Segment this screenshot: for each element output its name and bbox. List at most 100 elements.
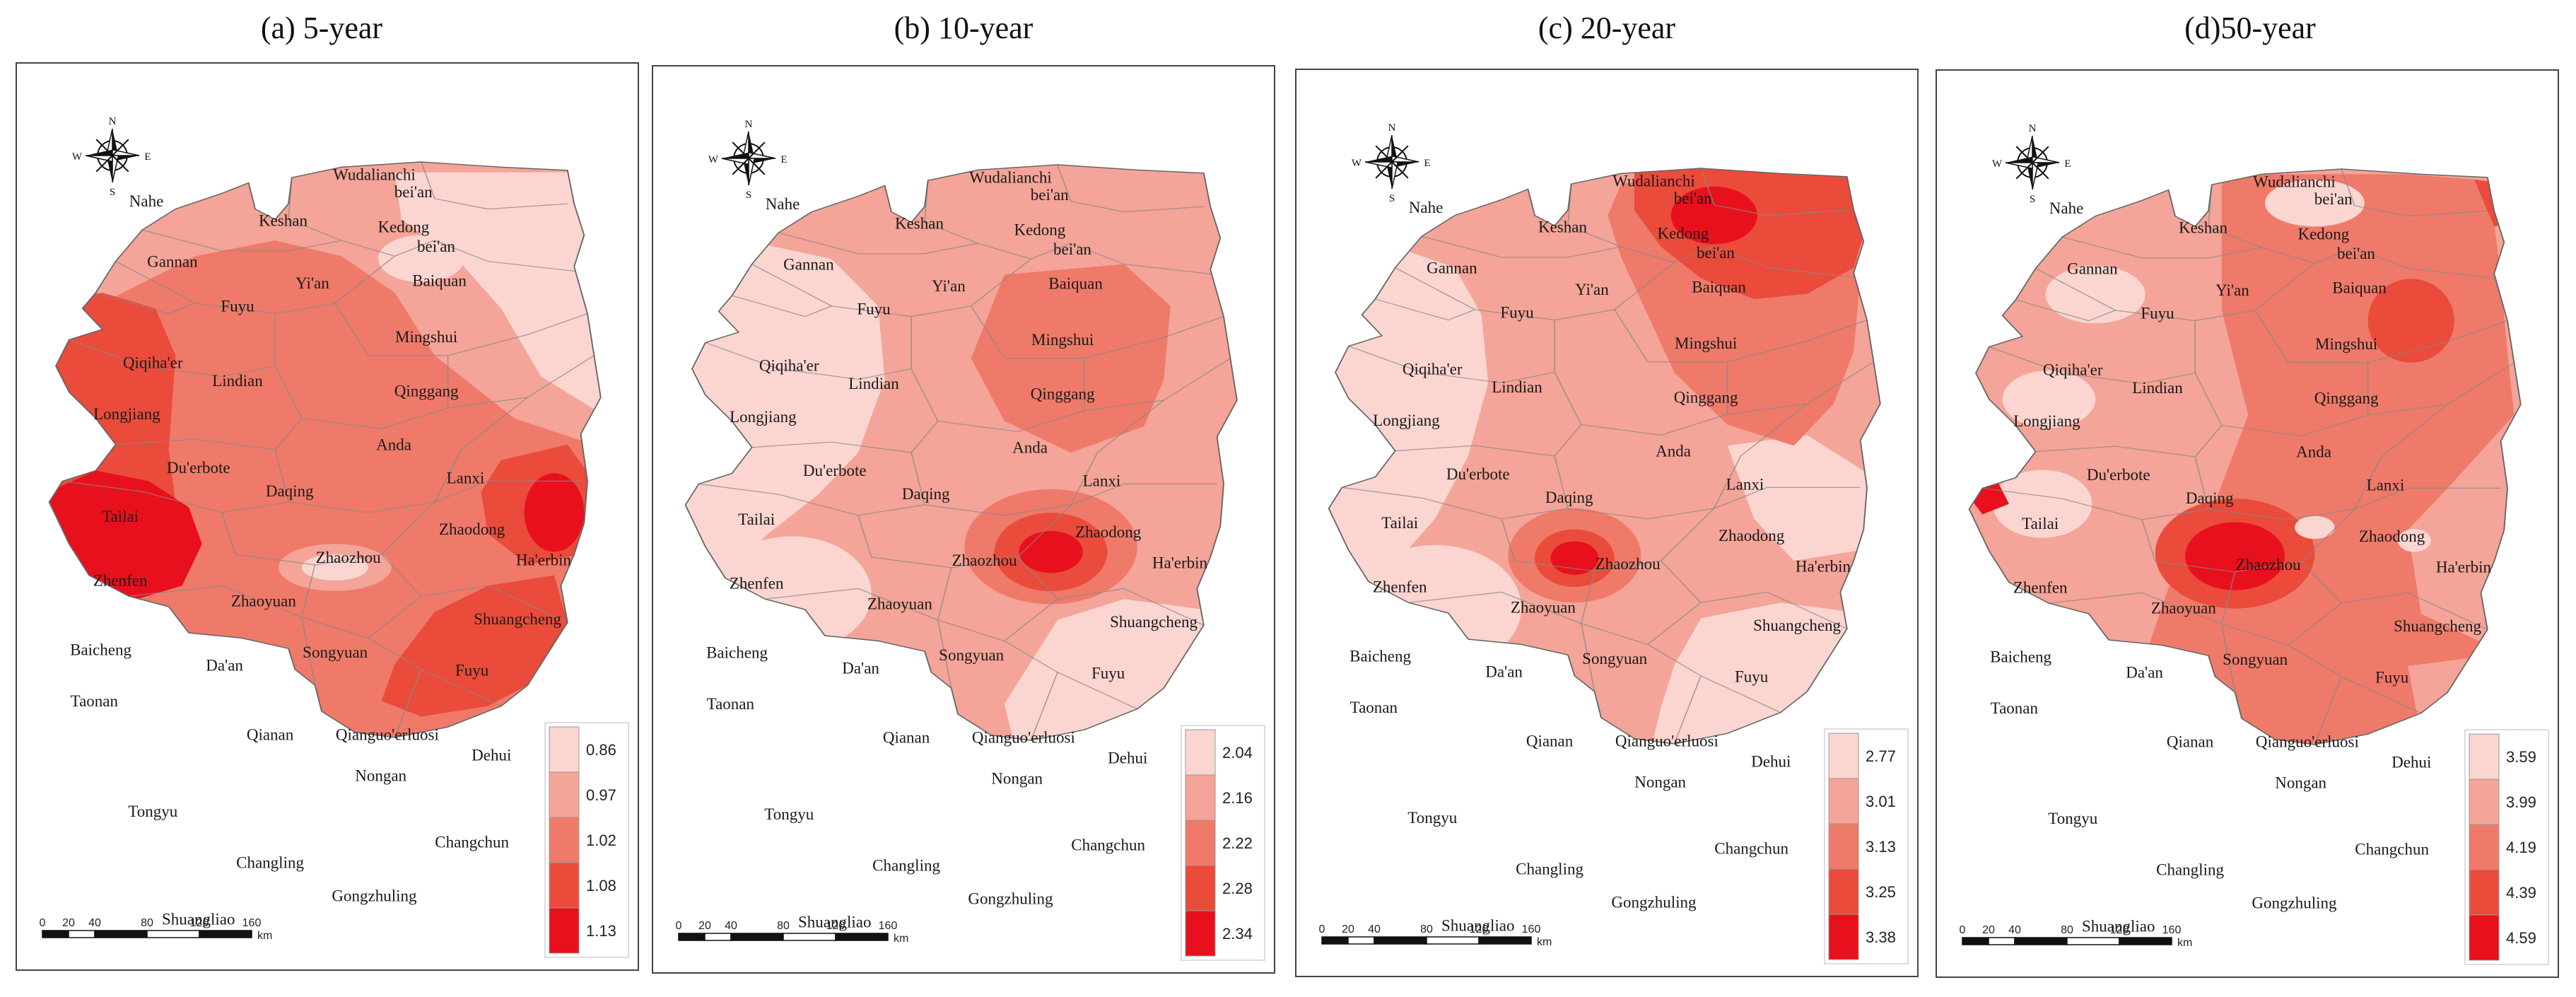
place-label: bei'an <box>394 183 433 201</box>
place-label: Anda <box>1012 439 1048 457</box>
precip-zone <box>1514 445 1622 508</box>
place-label: Zhaoyuan <box>2151 600 2216 617</box>
place-label: Keshan <box>895 215 944 233</box>
legend-value: 1.02 <box>586 832 616 849</box>
place-label: Ha'erbin <box>1152 554 1208 572</box>
county-boundary <box>1070 400 1164 506</box>
legend-swatch <box>1185 820 1216 866</box>
place-label: Zhenfen <box>730 575 784 593</box>
panel-title: (c) 20-year <box>1538 11 1676 45</box>
county-boundary <box>2341 169 2488 217</box>
county-boundary <box>274 449 581 513</box>
place-label: Tongyu <box>764 805 814 823</box>
place-label: Zhaoyuan <box>867 595 932 613</box>
scale-tick: 120 <box>2110 924 2129 936</box>
scale-tick: 80 <box>777 920 790 932</box>
compass-label-e: E <box>144 151 151 163</box>
precip-zone <box>2002 370 2096 428</box>
compass-label-w: W <box>72 151 83 163</box>
precip-zone <box>2045 265 2145 324</box>
precip-zone <box>1670 186 1757 245</box>
county-boundary <box>2221 624 2236 693</box>
place-label: Baicheng <box>70 641 131 659</box>
county-boundary <box>95 292 196 315</box>
legend-value: 2.77 <box>1866 747 1896 765</box>
panel-title: (b) 10-year <box>894 11 1034 45</box>
place-label: Dehui <box>1108 749 1147 766</box>
place-label: Qiqiha'er <box>759 356 819 374</box>
place-label: Lindian <box>1492 378 1542 396</box>
place-label: Ha'erbin <box>1796 558 1851 576</box>
county-boundary <box>62 480 289 513</box>
precip-zone <box>1019 531 1083 573</box>
legend-swatch <box>1828 733 1859 779</box>
north-arrow-icon: N S E W <box>1352 122 1431 204</box>
place-label: Zhaodong <box>2359 527 2425 545</box>
place-label: Qinggang <box>1031 385 1095 402</box>
scale-tick: 160 <box>2162 924 2182 936</box>
place-label: Changling <box>2156 861 2224 879</box>
legend: 2.04 2.16 2.22 2.28 2.34 <box>1181 725 1265 961</box>
county-boundary <box>1554 361 1874 436</box>
place-label: Qianan <box>1526 732 1574 750</box>
county-boundary <box>705 316 912 380</box>
scale-tick: 120 <box>1470 923 1489 935</box>
north-arrow-icon: N S E W <box>72 116 151 198</box>
place-label: Da'an <box>1485 663 1523 680</box>
place-label: Changling <box>1516 861 1583 878</box>
legend: 2.77 3.01 3.13 3.25 3.38 <box>1824 728 1909 964</box>
county-boundary <box>129 585 303 618</box>
place-label: Da'an <box>842 659 879 677</box>
place-label: Tailai <box>738 511 775 528</box>
place-label: Songyuan <box>939 646 1005 664</box>
precip-zone <box>394 172 601 419</box>
place-label: Anda <box>1656 443 1691 460</box>
county-boundary <box>1421 235 1622 258</box>
place-label: Shuangliao <box>798 913 872 931</box>
place-label: Yi'an <box>2215 281 2249 299</box>
place-label: Songyuan <box>1582 650 1648 667</box>
place-label: Tailai <box>2022 515 2059 532</box>
scale-tick: 0 <box>1960 924 1966 936</box>
place-label: Taonan <box>1350 699 1398 716</box>
legend-value: 0.97 <box>586 786 616 804</box>
county-boundary <box>2314 676 2342 745</box>
place-label: Dehui <box>2391 753 2431 771</box>
place-label: Taonan <box>1991 699 2039 717</box>
precip-zone <box>2295 515 2335 540</box>
county-boundary <box>1700 168 1847 216</box>
county-boundary <box>698 483 925 516</box>
compass-label-s: S <box>1389 193 1395 204</box>
legend-value: 1.13 <box>586 922 616 940</box>
place-label: Qianan <box>2167 733 2214 750</box>
precip-zone <box>301 554 368 581</box>
legend-swatch <box>1185 729 1216 776</box>
place-label: Zhaozhou <box>1596 555 1661 573</box>
place-label: Nahe <box>1409 199 1444 216</box>
compass-label-w: W <box>1992 158 2003 170</box>
place-label: Dehui <box>472 746 511 764</box>
place-label: Gannan <box>147 253 198 271</box>
place-label: Shuangcheng <box>474 610 561 628</box>
county-boundary <box>141 229 342 252</box>
place-label: Kedong <box>1014 221 1065 238</box>
place-label: Kedong <box>377 218 429 235</box>
place-label: Tongyu <box>2048 810 2097 827</box>
place-label: Anda <box>2296 443 2331 461</box>
place-label: Qiqiha'er <box>1403 360 1463 378</box>
place-label: Taonan <box>707 695 755 713</box>
place-label: Gongzhuling <box>968 890 1053 908</box>
place-label: Baicheng <box>1350 648 1411 665</box>
legend-swatch <box>1828 778 1859 824</box>
place-label: Shuangcheng <box>1753 617 1841 634</box>
place-label: Fuyu <box>1500 304 1534 322</box>
place-label: Gongzhuling <box>2252 894 2337 912</box>
compass-label-s: S <box>110 187 115 198</box>
legend-swatch <box>2469 733 2500 780</box>
place-label: Zhaozhou <box>952 552 1017 569</box>
place-label: Fuyu <box>2141 305 2174 322</box>
